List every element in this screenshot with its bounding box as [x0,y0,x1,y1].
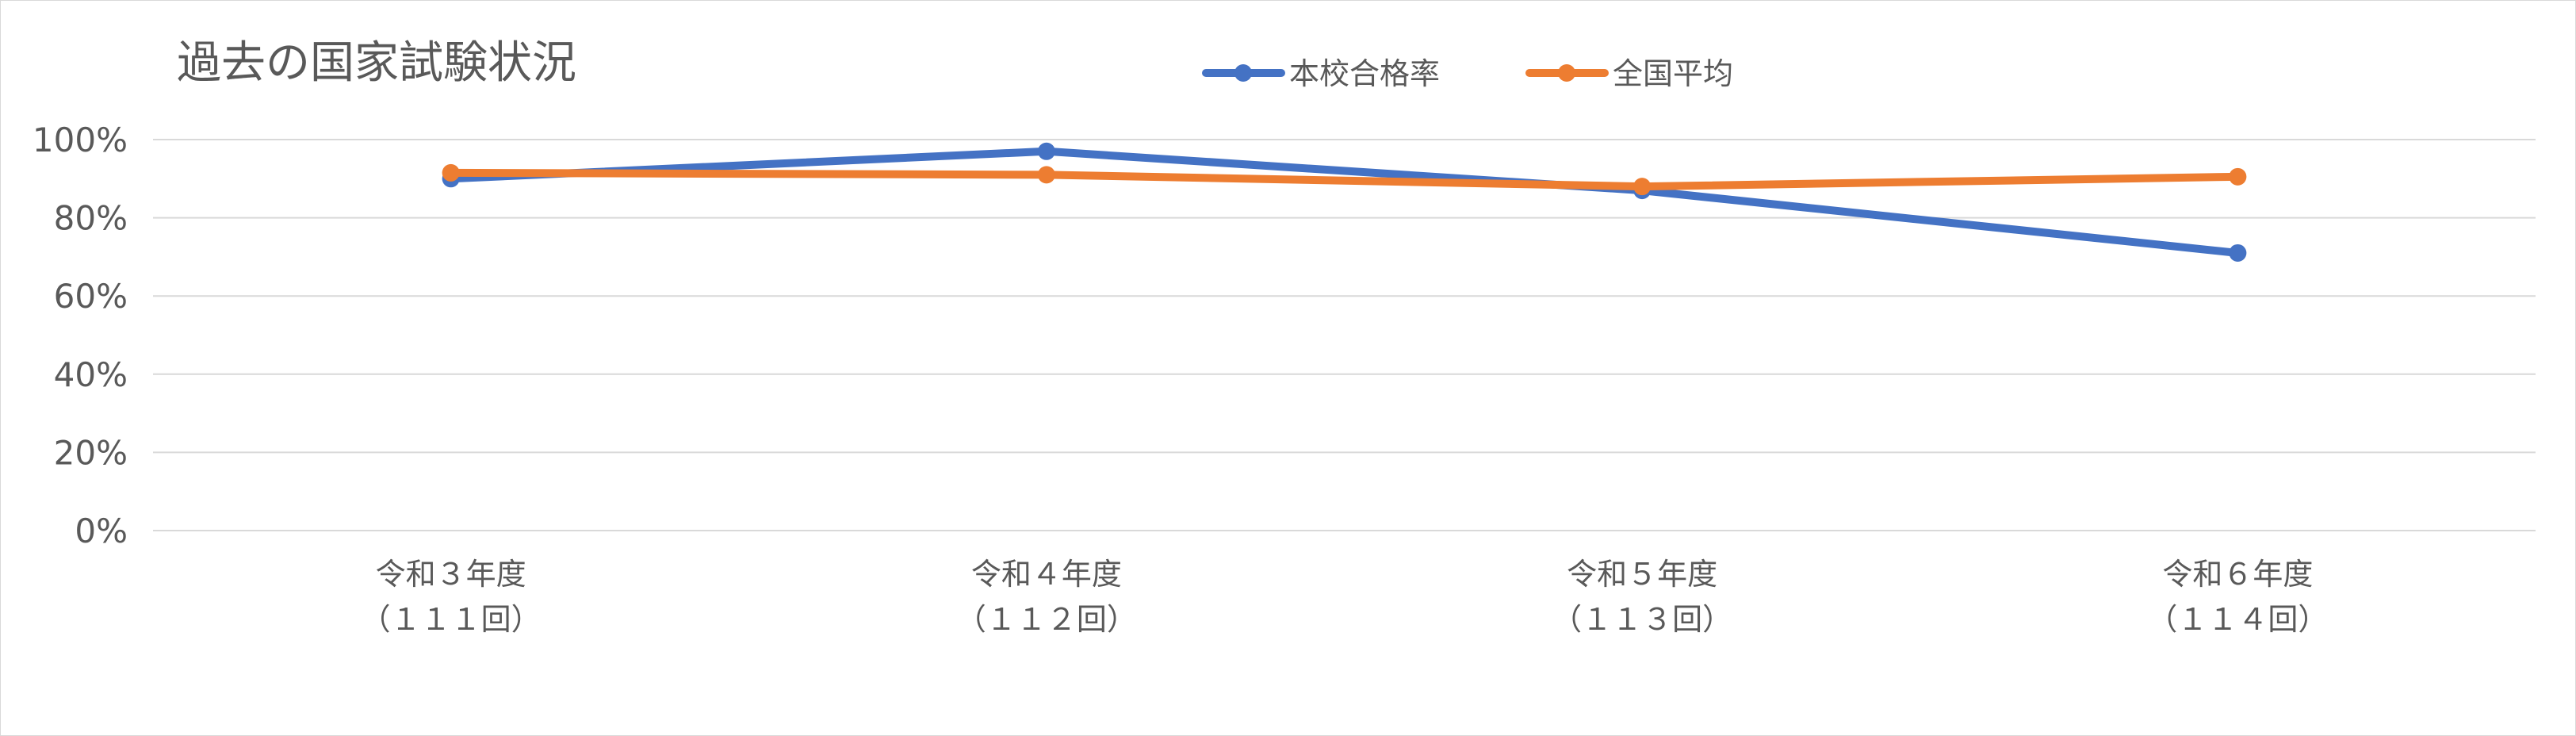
x-tick-label-line: 令和４年度 [971,557,1122,592]
x-tick-label-line: （１１２回） [956,602,1137,637]
chart-title: 過去の国家試験状況 [177,37,576,89]
legend-label: 本校合格率 [1289,56,1440,91]
legend: 本校合格率 全国平均 [1202,56,1733,91]
x-axis: 令和３年度 （１１１回） 令和４年度 （１１２回） 令和５年度 （１１３回） 令和６年度 （１… [361,557,2329,637]
data-point [442,163,460,182]
y-tick-label: 100% [33,121,128,159]
data-point [2229,167,2247,186]
x-tick-label-line: （１１１回） [361,602,542,637]
series-2 [442,163,2247,196]
y-tick-label: 20% [54,433,128,472]
x-category-label: 令和４年度 （１１２回） [956,557,1137,637]
x-tick-label-line: 令和５年度 [1567,557,1717,592]
series-line [446,168,2242,191]
x-tick-label-line: （１１４回） [2147,602,2328,637]
x-category-label: 令和６年度 （１１４回） [2147,557,2328,637]
x-tick-label-line: 令和３年度 [376,557,526,592]
y-axis: 0% 20% 40% 60% 80% 100% [33,121,128,550]
legend-label: 全国平均 [1613,56,1733,91]
data-point [2229,243,2247,262]
legend-item: 全国平均 [1525,56,1733,91]
y-tick-label: 60% [54,277,128,316]
data-point [1037,142,1055,160]
legend-marker [1558,64,1575,82]
x-category-label: 令和３年度 （１１１回） [361,557,542,637]
x-category-label: 令和５年度 （１１３回） [1552,557,1732,637]
gridlines [153,139,2536,531]
y-tick-label: 0% [75,512,128,550]
x-tick-label-line: 令和６年度 [2162,557,2313,592]
series-line [446,147,2242,257]
series-layer [442,142,2247,262]
series-1 [442,142,2247,262]
data-point [1037,166,1055,184]
data-point [1633,178,1652,196]
legend-marker [1234,64,1252,82]
x-tick-label-line: （１１３回） [1552,602,1732,637]
legend-item: 本校合格率 [1202,56,1440,91]
y-tick-label: 80% [54,199,128,238]
y-tick-label: 40% [54,355,128,394]
